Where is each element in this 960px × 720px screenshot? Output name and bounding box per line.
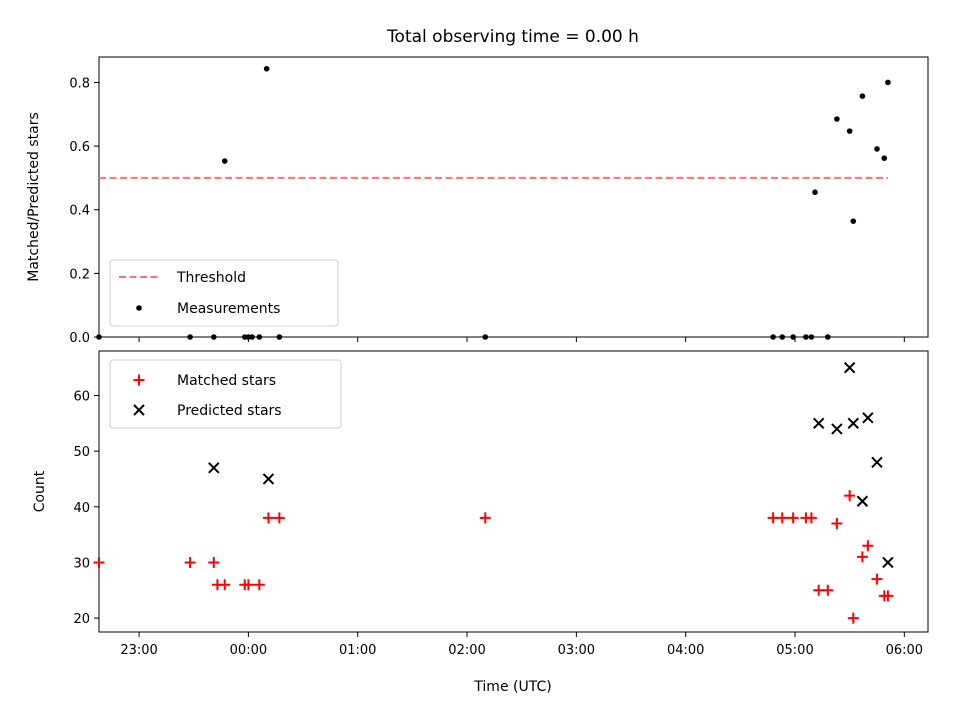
top-panel: 0.0 0.2 0.4 0.6 0.8 Matched/Predicted stars Th…	[26, 56, 929, 346]
measurement-point	[96, 334, 102, 340]
y-tick-label: 60	[73, 390, 90, 405]
legend-predicted-swatch	[133, 404, 145, 416]
matched-star-point	[262, 512, 274, 524]
predicted-star-point	[208, 462, 220, 474]
matched-star-point	[479, 512, 491, 524]
measurement-point	[850, 218, 857, 224]
y-tick-label: 0.4	[69, 204, 90, 219]
measurement-point	[790, 334, 796, 340]
bottom-panel: 23:00 00:00 01:00 02:00 03:00 04:00 05:00 06:00…	[32, 350, 929, 658]
y-tick-label: 40	[73, 501, 90, 516]
x-tick-label: 02:00	[448, 643, 485, 658]
matched-star-point	[822, 584, 834, 596]
y-tick-label: 0.0	[69, 331, 90, 346]
predicted-star-point	[862, 412, 874, 424]
predicted-star-point	[831, 423, 843, 435]
matched-star-point	[831, 517, 843, 529]
legend-box	[109, 259, 339, 327]
measurement-point	[808, 334, 815, 340]
matched-star-point	[805, 512, 817, 524]
matched-star-point	[871, 573, 883, 585]
y-tick-label: 0.2	[69, 267, 90, 282]
measurement-point	[859, 93, 866, 99]
measurement-point	[187, 334, 193, 340]
matched-star-point	[844, 490, 856, 502]
measurement-point	[276, 334, 283, 340]
measurement-point	[834, 116, 840, 122]
y-axis-label: Count	[32, 470, 48, 512]
legend-predicted-label: Predicted stars	[177, 403, 282, 419]
matched-star-point	[787, 512, 799, 524]
plot-frame	[98, 56, 929, 338]
measurement-point	[779, 334, 786, 340]
y-tick-label: 50	[73, 445, 90, 460]
y-tick-label: 30	[73, 556, 90, 571]
predicted-star-point	[871, 456, 883, 468]
measurement-point	[263, 65, 270, 72]
legend-matched-swatch	[133, 374, 145, 386]
predicted-star-point	[262, 473, 275, 485]
matched-star-point	[776, 512, 788, 524]
x-tick-label: 06:00	[886, 643, 923, 658]
x-tick-label: 01:00	[339, 643, 376, 658]
matched-star-point	[862, 540, 874, 552]
legend-threshold-label: Threshold	[176, 270, 246, 286]
predicted-star-point	[882, 556, 894, 569]
x-tick-label: 00:00	[230, 643, 267, 658]
y-axis-label: Matched/Predicted stars	[26, 112, 42, 282]
predicted-star-point	[843, 361, 856, 374]
matched-star-point	[208, 556, 220, 568]
measurement-point	[803, 334, 809, 340]
x-tick-label: 05:00	[776, 643, 813, 658]
x-tick-label: 23:00	[120, 643, 157, 658]
measurement-point	[812, 189, 818, 196]
y-tick-label: 20	[73, 612, 90, 627]
measurement-point	[885, 79, 891, 86]
legend-matched-label: Matched stars	[177, 373, 276, 389]
y-tick-label: 0.8	[69, 76, 90, 91]
legend-measurements-label: Measurements	[177, 301, 280, 317]
x-tick-label: 04:00	[667, 643, 704, 658]
measurement-point	[221, 158, 228, 164]
measurement-point	[881, 155, 888, 161]
measurement-point	[482, 334, 489, 340]
matched-star-point	[273, 512, 285, 524]
chart-title: Total observing time = 0.00 h	[386, 27, 639, 47]
plot-frame	[98, 350, 929, 633]
matched-star-point	[219, 579, 231, 591]
y-tick-label: 0.6	[69, 140, 90, 155]
matched-star-point	[93, 556, 105, 568]
matched-star-point	[242, 579, 254, 591]
measurement-point	[770, 334, 776, 340]
x-tick-label: 03:00	[558, 643, 595, 658]
matched-star-point	[847, 612, 859, 624]
x-axis-label: Time (UTC)	[473, 679, 551, 695]
measurement-point	[824, 334, 831, 340]
predicted-star-point	[812, 417, 825, 430]
predicted-star-point	[856, 495, 869, 507]
legend-measurements-swatch	[136, 305, 142, 311]
matched-star-point	[882, 590, 894, 602]
matched-star-point	[253, 579, 265, 591]
predicted-star-point	[847, 417, 860, 430]
measurement-point	[256, 334, 263, 340]
matched-star-point	[184, 556, 196, 568]
legend-box	[109, 359, 342, 429]
measurement-point	[846, 128, 853, 134]
measurement-point	[874, 146, 880, 152]
measurement-point	[249, 334, 255, 340]
measurement-point	[210, 334, 217, 340]
matched-star-point	[856, 551, 868, 563]
